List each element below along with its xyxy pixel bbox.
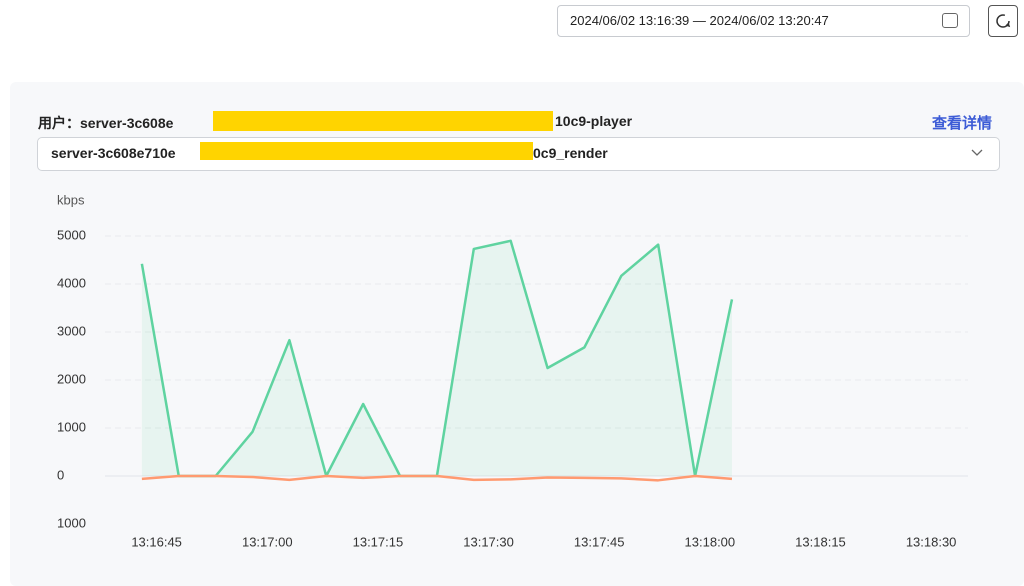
date-range-input[interactable]: 2024/06/02 13:16:39 — 2024/06/02 13:20:4…: [557, 5, 970, 37]
line: [141, 474, 733, 482]
y-tick-label: 5000: [57, 227, 86, 242]
y-tick-label: 1000: [57, 515, 86, 530]
x-tick-label: 13:16:45: [131, 534, 182, 549]
user-label-prefix: 用户：server-3c608e: [38, 115, 174, 131]
chevron: [971, 149, 983, 156]
x-tick-label: 13:17:45: [574, 534, 625, 549]
x-tick-label: 13:17:15: [353, 534, 404, 549]
area: [141, 240, 732, 476]
select-suffix: 0c9_render: [533, 145, 608, 161]
x-tick-label: 13:18:30: [906, 534, 957, 549]
refresh-button[interactable]: [988, 5, 1018, 37]
x-tick-label: 13:17:00: [242, 534, 293, 549]
y-tick-label: 3000: [57, 323, 86, 338]
user-label-suffix: 10c9-player: [555, 113, 633, 129]
y-tick-label: 4000: [57, 275, 86, 290]
y-tick-label: 1000: [57, 419, 86, 434]
x-tick-label: 13:18:00: [685, 534, 736, 549]
select-prefix: server-3c608e710e: [51, 145, 176, 161]
x-tick-label: 13:18:15: [795, 534, 846, 549]
redaction: [213, 111, 553, 131]
y-tick-label: 2000: [57, 371, 86, 386]
calendar-icon[interactable]: [942, 13, 958, 28]
redaction: [200, 142, 533, 160]
x-tick-label: 13:17:30: [463, 534, 514, 549]
y-axis-label: kbps: [57, 192, 85, 207]
y-tick-label: 0: [57, 467, 64, 482]
details-link[interactable]: 查看详情: [932, 115, 993, 132]
